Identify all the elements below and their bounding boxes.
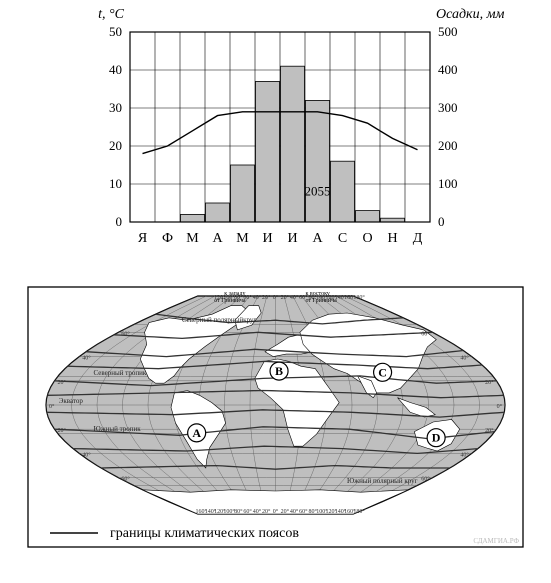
svg-text:Н: Н — [387, 231, 397, 246]
svg-text:20°: 20° — [281, 294, 290, 301]
svg-text:20°: 20° — [281, 508, 290, 515]
svg-text:к западу: к западу — [224, 291, 245, 297]
svg-text:t, °С: t, °С — [98, 7, 124, 22]
svg-text:С: С — [338, 231, 347, 246]
svg-text:60°: 60° — [243, 508, 252, 515]
svg-text:B: B — [275, 364, 283, 378]
svg-text:40°: 40° — [290, 294, 299, 301]
svg-text:20°: 20° — [485, 379, 494, 386]
svg-text:40°: 40° — [290, 508, 299, 515]
svg-text:80°: 80° — [234, 508, 243, 515]
map-legend-label: границы климатических поясов — [110, 526, 299, 541]
watermark: СДАМГИА.РФ — [473, 537, 519, 545]
svg-text:20°: 20° — [57, 379, 66, 386]
svg-text:C: C — [378, 365, 387, 379]
svg-text:200: 200 — [438, 138, 458, 153]
svg-text:М: М — [236, 231, 249, 246]
svg-text:30: 30 — [109, 100, 122, 115]
svg-text:60°: 60° — [121, 330, 130, 337]
svg-text:А: А — [212, 231, 223, 246]
svg-text:40°: 40° — [253, 508, 262, 515]
svg-text:A: A — [192, 426, 201, 440]
svg-text:Я: Я — [138, 231, 147, 246]
svg-text:Осадки, мм: Осадки, мм — [436, 7, 505, 22]
svg-text:0: 0 — [116, 214, 123, 229]
svg-text:20°: 20° — [262, 294, 271, 301]
svg-text:60°: 60° — [121, 476, 130, 483]
svg-text:Южный тропик: Южный тропик — [94, 425, 142, 433]
svg-text:А: А — [312, 231, 323, 246]
svg-text:60°: 60° — [421, 330, 430, 337]
svg-text:180°: 180° — [353, 294, 365, 301]
svg-text:к востоку: к востоку — [306, 291, 330, 297]
svg-text:20°: 20° — [262, 508, 271, 515]
svg-text:О: О — [362, 231, 372, 246]
svg-text:2055: 2055 — [305, 183, 331, 198]
svg-text:М: М — [186, 231, 199, 246]
svg-text:50: 50 — [109, 24, 122, 39]
svg-text:Д: Д — [413, 231, 423, 246]
svg-text:40°: 40° — [82, 451, 91, 458]
svg-text:20°: 20° — [485, 427, 494, 434]
svg-text:40°: 40° — [460, 451, 469, 458]
svg-text:180°: 180° — [353, 508, 365, 515]
svg-text:400: 400 — [438, 62, 458, 77]
svg-text:0°: 0° — [273, 508, 279, 515]
svg-text:60°: 60° — [421, 476, 430, 483]
svg-text:И: И — [287, 231, 297, 246]
svg-text:300: 300 — [438, 100, 458, 115]
svg-text:10: 10 — [109, 176, 122, 191]
svg-text:20°: 20° — [57, 427, 66, 434]
svg-text:И: И — [262, 231, 272, 246]
svg-text:Северный тропик: Северный тропик — [94, 369, 147, 377]
svg-text:40°: 40° — [460, 355, 469, 362]
world-map: A B C D Северный полярныйкруг Северный тропик… — [0, 285, 551, 583]
svg-text:40°: 40° — [253, 294, 262, 301]
svg-text:40: 40 — [109, 62, 122, 77]
svg-text:0°: 0° — [497, 403, 503, 410]
svg-text:0°: 0° — [49, 403, 55, 410]
svg-text:Южный полярный круг: Южный полярный круг — [347, 477, 418, 485]
svg-text:Северный полярныйкруг: Северный полярныйкруг — [182, 316, 257, 324]
svg-text:Экватор: Экватор — [59, 397, 84, 405]
svg-text:0: 0 — [438, 214, 445, 229]
svg-text:D: D — [432, 431, 441, 445]
svg-text:от Гринвича: от Гринвича — [306, 298, 338, 304]
svg-text:20: 20 — [109, 138, 122, 153]
svg-text:0°: 0° — [273, 294, 279, 301]
svg-text:от Гринвича: от Гринвича — [214, 298, 246, 304]
svg-text:100: 100 — [438, 176, 458, 191]
svg-text:500: 500 — [438, 24, 458, 39]
svg-text:60°: 60° — [299, 508, 308, 515]
climagram: t, °С Осадки, мм 0 0 10 100 20 200 30 300 40 400 50 5… — [0, 0, 551, 258]
svg-text:40°: 40° — [82, 355, 91, 362]
svg-text:Ф: Ф — [162, 231, 173, 246]
